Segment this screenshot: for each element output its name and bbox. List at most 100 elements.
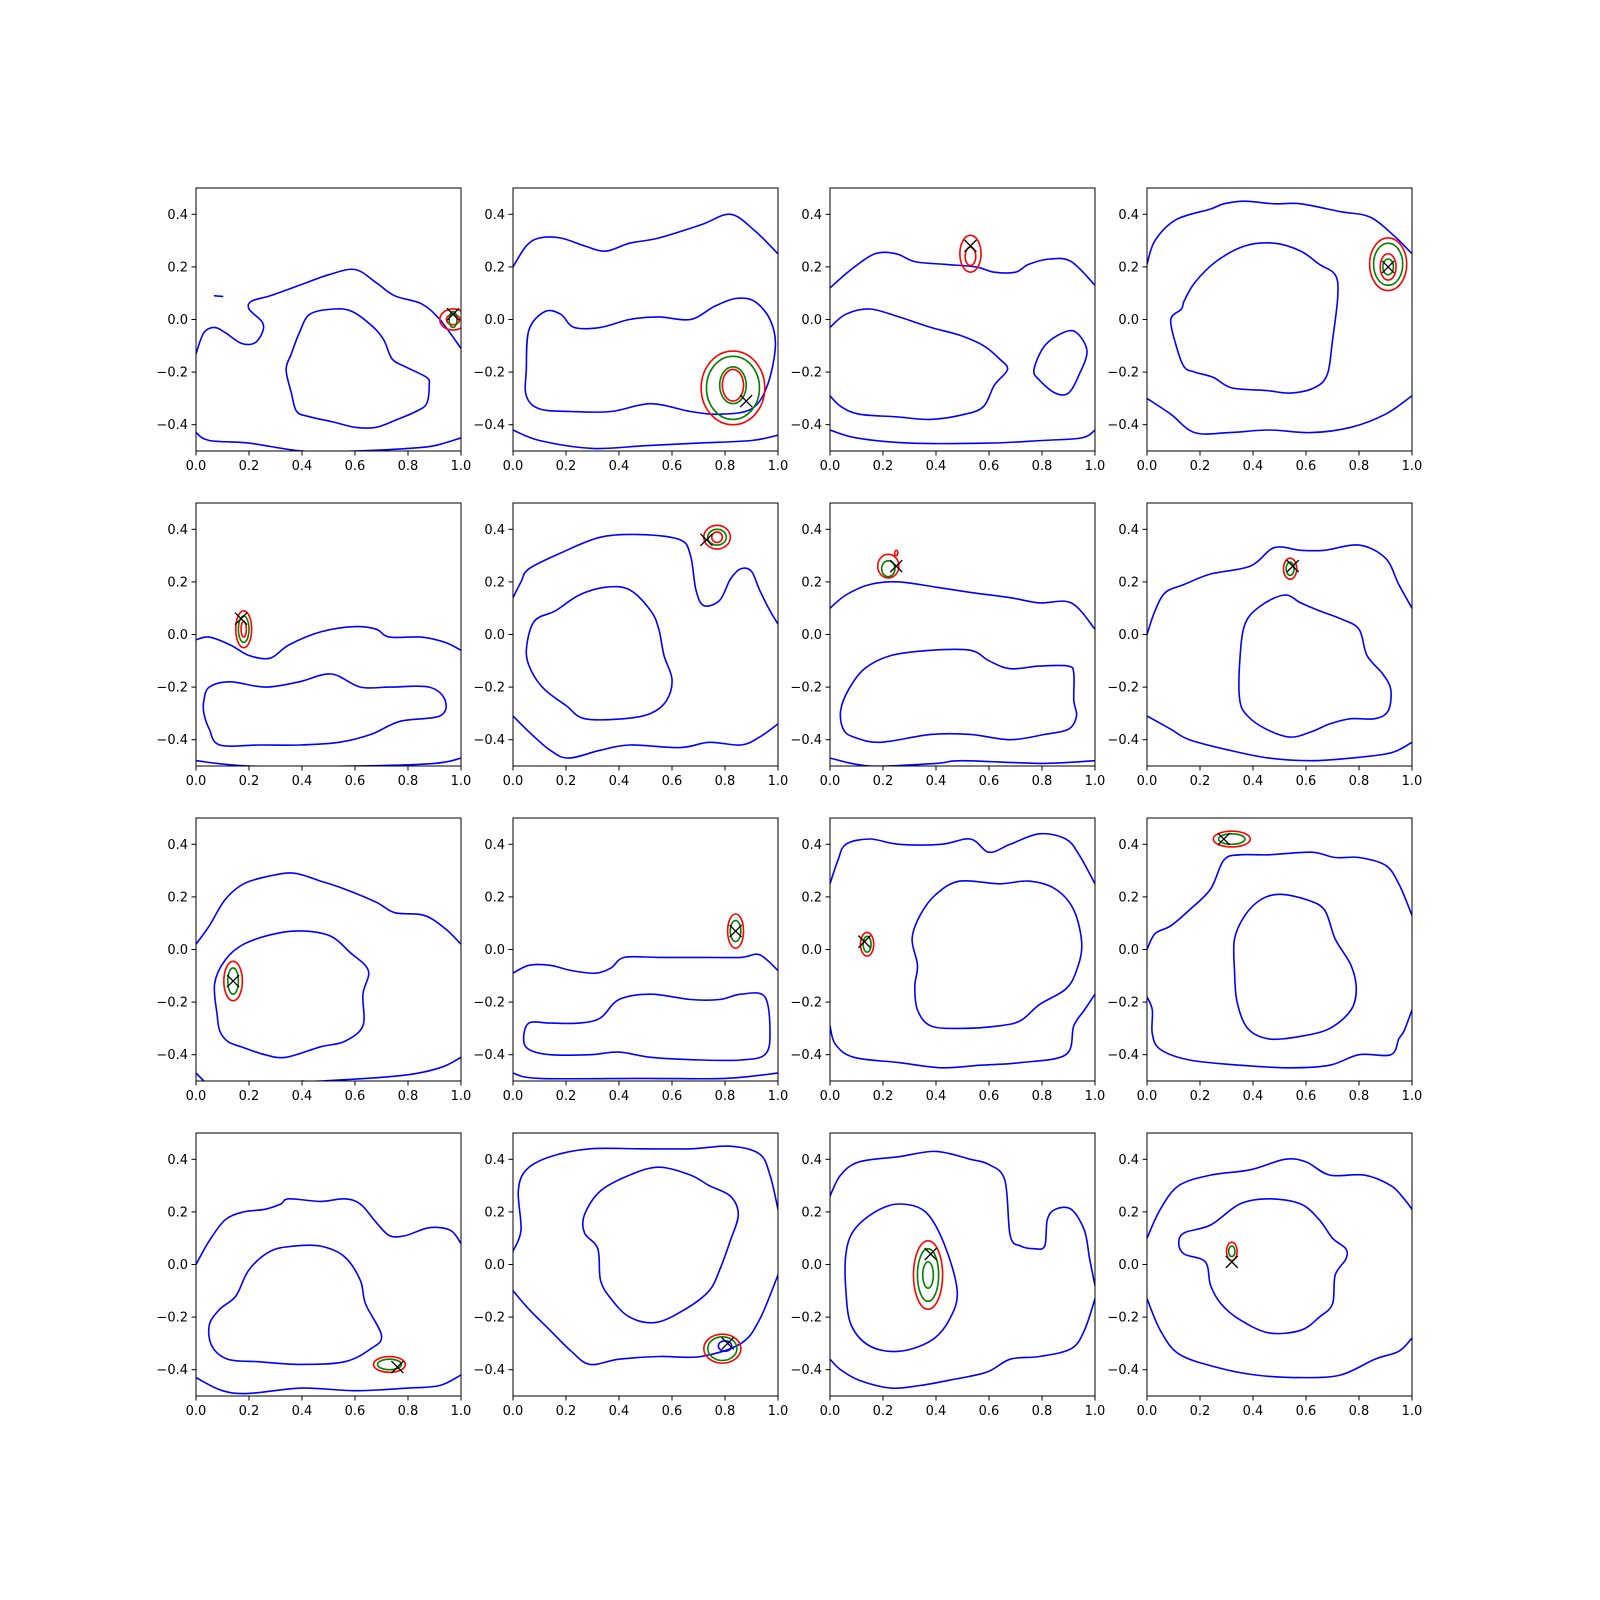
peak-contour: [700, 350, 766, 426]
contour-line: [839, 648, 1078, 744]
peak-contour: [912, 1240, 944, 1311]
y-tick-label: 0.4: [1118, 523, 1139, 538]
contour-line: [830, 1297, 1095, 1390]
contour-line: [196, 431, 461, 451]
contour-line: [581, 1166, 740, 1324]
y-tick-label: −0.2: [790, 1311, 822, 1326]
contour-line: [513, 1072, 778, 1080]
x-tick-label: 0.2: [556, 1404, 577, 1419]
y-tick-label: −0.4: [156, 1363, 188, 1378]
x-tick-label: 1.0: [1402, 1089, 1423, 1104]
y-tick-label: 0.2: [484, 1205, 505, 1220]
contour-line: [830, 832, 1095, 885]
y-tick-label: 0.0: [167, 1258, 188, 1273]
y-tick-label: 0.4: [484, 208, 505, 223]
x-tick-label: 0.4: [292, 1404, 313, 1419]
y-tick-label: 0.2: [167, 1205, 188, 1220]
x-tick-label: 0.8: [715, 1404, 736, 1419]
y-tick-label: 0.0: [484, 313, 505, 328]
y-tick-label: −0.2: [473, 1311, 505, 1326]
y-tick-label: −0.4: [790, 1048, 822, 1063]
x-tick-label: 0.4: [1243, 459, 1264, 474]
x-tick-label: 0.2: [239, 1089, 260, 1104]
x-tick-label: 0.2: [1190, 459, 1211, 474]
x-tick-label: 0.4: [1243, 1089, 1264, 1104]
y-tick-label: −0.4: [790, 418, 822, 433]
peak-contour: [1282, 557, 1298, 581]
x-marker: [446, 307, 460, 321]
y-tick-label: 0.4: [484, 523, 505, 538]
x-tick-label: 0.0: [820, 774, 841, 789]
subplot-6: 0.0 0.2 0.4 0.6 0.8 1.0 −0.4 −0.2 0.0 0.2 0.4: [473, 502, 788, 789]
contour-line: [196, 625, 461, 660]
peak-contour: [921, 1261, 935, 1289]
y-tick-label: −0.4: [473, 733, 505, 748]
x-tick-label: 0.6: [979, 1089, 1000, 1104]
peak-contour: [1285, 561, 1295, 577]
peak-contour: [702, 1333, 742, 1364]
contour-line: [196, 1197, 461, 1266]
y-tick-label: −0.4: [790, 1363, 822, 1378]
contour-line: [1147, 544, 1412, 636]
y-tick-label: −0.4: [1107, 1363, 1139, 1378]
y-tick-label: 0.2: [801, 890, 822, 905]
plot-area: [1147, 1157, 1412, 1379]
x-tick-label: 1.0: [768, 459, 789, 474]
x-tick-label: 0.6: [1296, 774, 1317, 789]
contour-line: [1147, 200, 1412, 266]
y-tick-label: −0.2: [473, 366, 505, 381]
x-tick-label: 0.8: [398, 1404, 419, 1419]
x-tick-label: 0.0: [186, 1089, 207, 1104]
subplot-14: 0.0 0.2 0.4 0.6 0.8 1.0 −0.4 −0.2 0.0 0.2 0.4: [473, 1132, 788, 1419]
x-tick-label: 1.0: [451, 774, 472, 789]
y-tick-label: 0.2: [484, 890, 505, 905]
y-tick-label: 0.2: [801, 260, 822, 275]
contour-line: [1169, 242, 1339, 394]
contour-line: [513, 1274, 778, 1366]
y-tick-label: 0.0: [484, 943, 505, 958]
x-tick-label: 0.0: [503, 459, 524, 474]
subplot-13: 0.0 0.2 0.4 0.6 0.8 1.0 −0.4 −0.2 0.0 0.2 0.4: [156, 1132, 472, 1419]
y-tick-label: −0.2: [1107, 996, 1139, 1011]
peak-contour: [372, 1355, 407, 1374]
peak-contour: [718, 366, 748, 405]
y-tick-label: 0.2: [1118, 575, 1139, 590]
plot-area: [196, 610, 461, 766]
peak-contour: [859, 931, 875, 957]
x-tick-label: 0.6: [1296, 1404, 1317, 1419]
y-tick-label: −0.2: [156, 681, 188, 696]
subplot-3: 0.0 0.2 0.4 0.6 0.8 1.0 −0.4 −0.2 0.0 0.2 0.4: [790, 187, 1105, 474]
y-tick-label: −0.2: [790, 681, 822, 696]
y-tick-label: −0.2: [156, 366, 188, 381]
x-tick-label: 0.8: [715, 774, 736, 789]
contour-line: [202, 673, 447, 747]
y-tick-label: −0.2: [473, 681, 505, 696]
x-tick-label: 0.6: [662, 459, 683, 474]
x-tick-label: 0.8: [1032, 774, 1053, 789]
x-marker: [729, 924, 743, 938]
x-tick-label: 0.6: [662, 1089, 683, 1104]
y-tick-label: 0.4: [801, 838, 822, 853]
x-marker: [1381, 260, 1395, 274]
plot-area: [513, 213, 778, 450]
subplot-9: 0.0 0.2 0.4 0.6 0.8 1.0 −0.4 −0.2 0.0 0.2 0.4: [156, 817, 471, 1104]
x-tick-label: 0.0: [820, 1404, 841, 1419]
x-tick-label: 0.6: [662, 774, 683, 789]
x-marker: [889, 559, 903, 573]
x-tick-label: 0.6: [979, 459, 1000, 474]
peak-contour: [234, 610, 253, 649]
contour-line: [213, 295, 224, 298]
peak-contour: [959, 234, 982, 273]
subplot-16: 0.0 0.2 0.4 0.6 0.8 1.0 −0.4 −0.2 0.0 0.2 0.4: [1107, 1132, 1422, 1419]
peak-contour: [862, 935, 872, 953]
y-tick-label: 0.0: [484, 1258, 505, 1273]
x-tick-label: 0.2: [873, 459, 894, 474]
y-tick-label: 0.4: [484, 838, 505, 853]
contour-line: [207, 1244, 383, 1366]
y-tick-label: 0.4: [167, 208, 188, 223]
x-tick-label: 0.2: [239, 459, 260, 474]
y-tick-label: 0.4: [801, 523, 822, 538]
x-marker: [1217, 832, 1231, 846]
x-tick-label: 1.0: [451, 1404, 472, 1419]
y-tick-label: 0.4: [801, 1153, 822, 1168]
